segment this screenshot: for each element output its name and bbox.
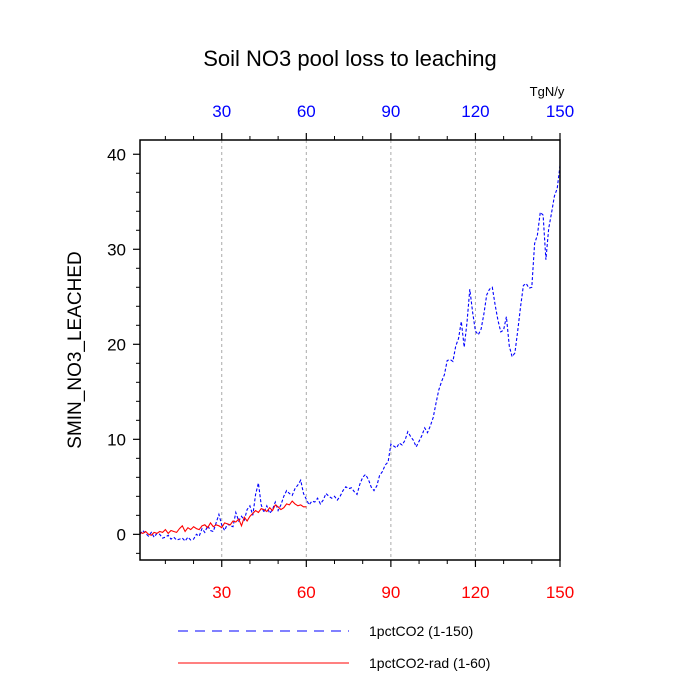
- y-tick-label: 0: [117, 525, 126, 544]
- grid-lines: [221, 140, 476, 560]
- series-line-2: [139, 500, 307, 536]
- x-tick-label-top: 30: [212, 102, 231, 121]
- x-tick-label-bottom: 120: [461, 583, 489, 602]
- y-tick-label: 10: [107, 430, 126, 449]
- x-tick-label-bottom: 30: [212, 583, 231, 602]
- series-line-1: [139, 165, 561, 542]
- x-tick-label-top: 90: [381, 102, 400, 121]
- plot-frame: [139, 139, 561, 561]
- y-tick-label: 20: [107, 335, 126, 354]
- y-axis-label: SMIN_NO3_LEACHED: [65, 251, 86, 448]
- series-layer: [139, 165, 561, 542]
- x-tick-label-top: 120: [461, 102, 489, 121]
- legend-label-2: 1pctCO2-rad (1-60): [369, 655, 490, 671]
- y-tick-label: 40: [107, 145, 126, 164]
- top-axis-unit: TgN/y: [530, 84, 565, 99]
- y-tick-label: 30: [107, 240, 126, 259]
- x-tick-label-bottom: 150: [546, 583, 574, 602]
- chart-title: Soil NO3 pool loss to leaching: [203, 46, 497, 71]
- x-tick-label-bottom: 60: [297, 583, 316, 602]
- legend-label-1: 1pctCO2 (1-150): [369, 623, 473, 639]
- axis-ticks: 30 30 60 60 90 90 120 120 150 150 0 10 20 30 40: [107, 102, 574, 602]
- x-tick-label-bottom: 90: [381, 583, 400, 602]
- x-tick-label-top: 150: [546, 102, 574, 121]
- x-tick-label-top: 60: [297, 102, 316, 121]
- legend: 1pctCO2 (1-150) 1pctCO2-rad (1-60): [178, 623, 490, 671]
